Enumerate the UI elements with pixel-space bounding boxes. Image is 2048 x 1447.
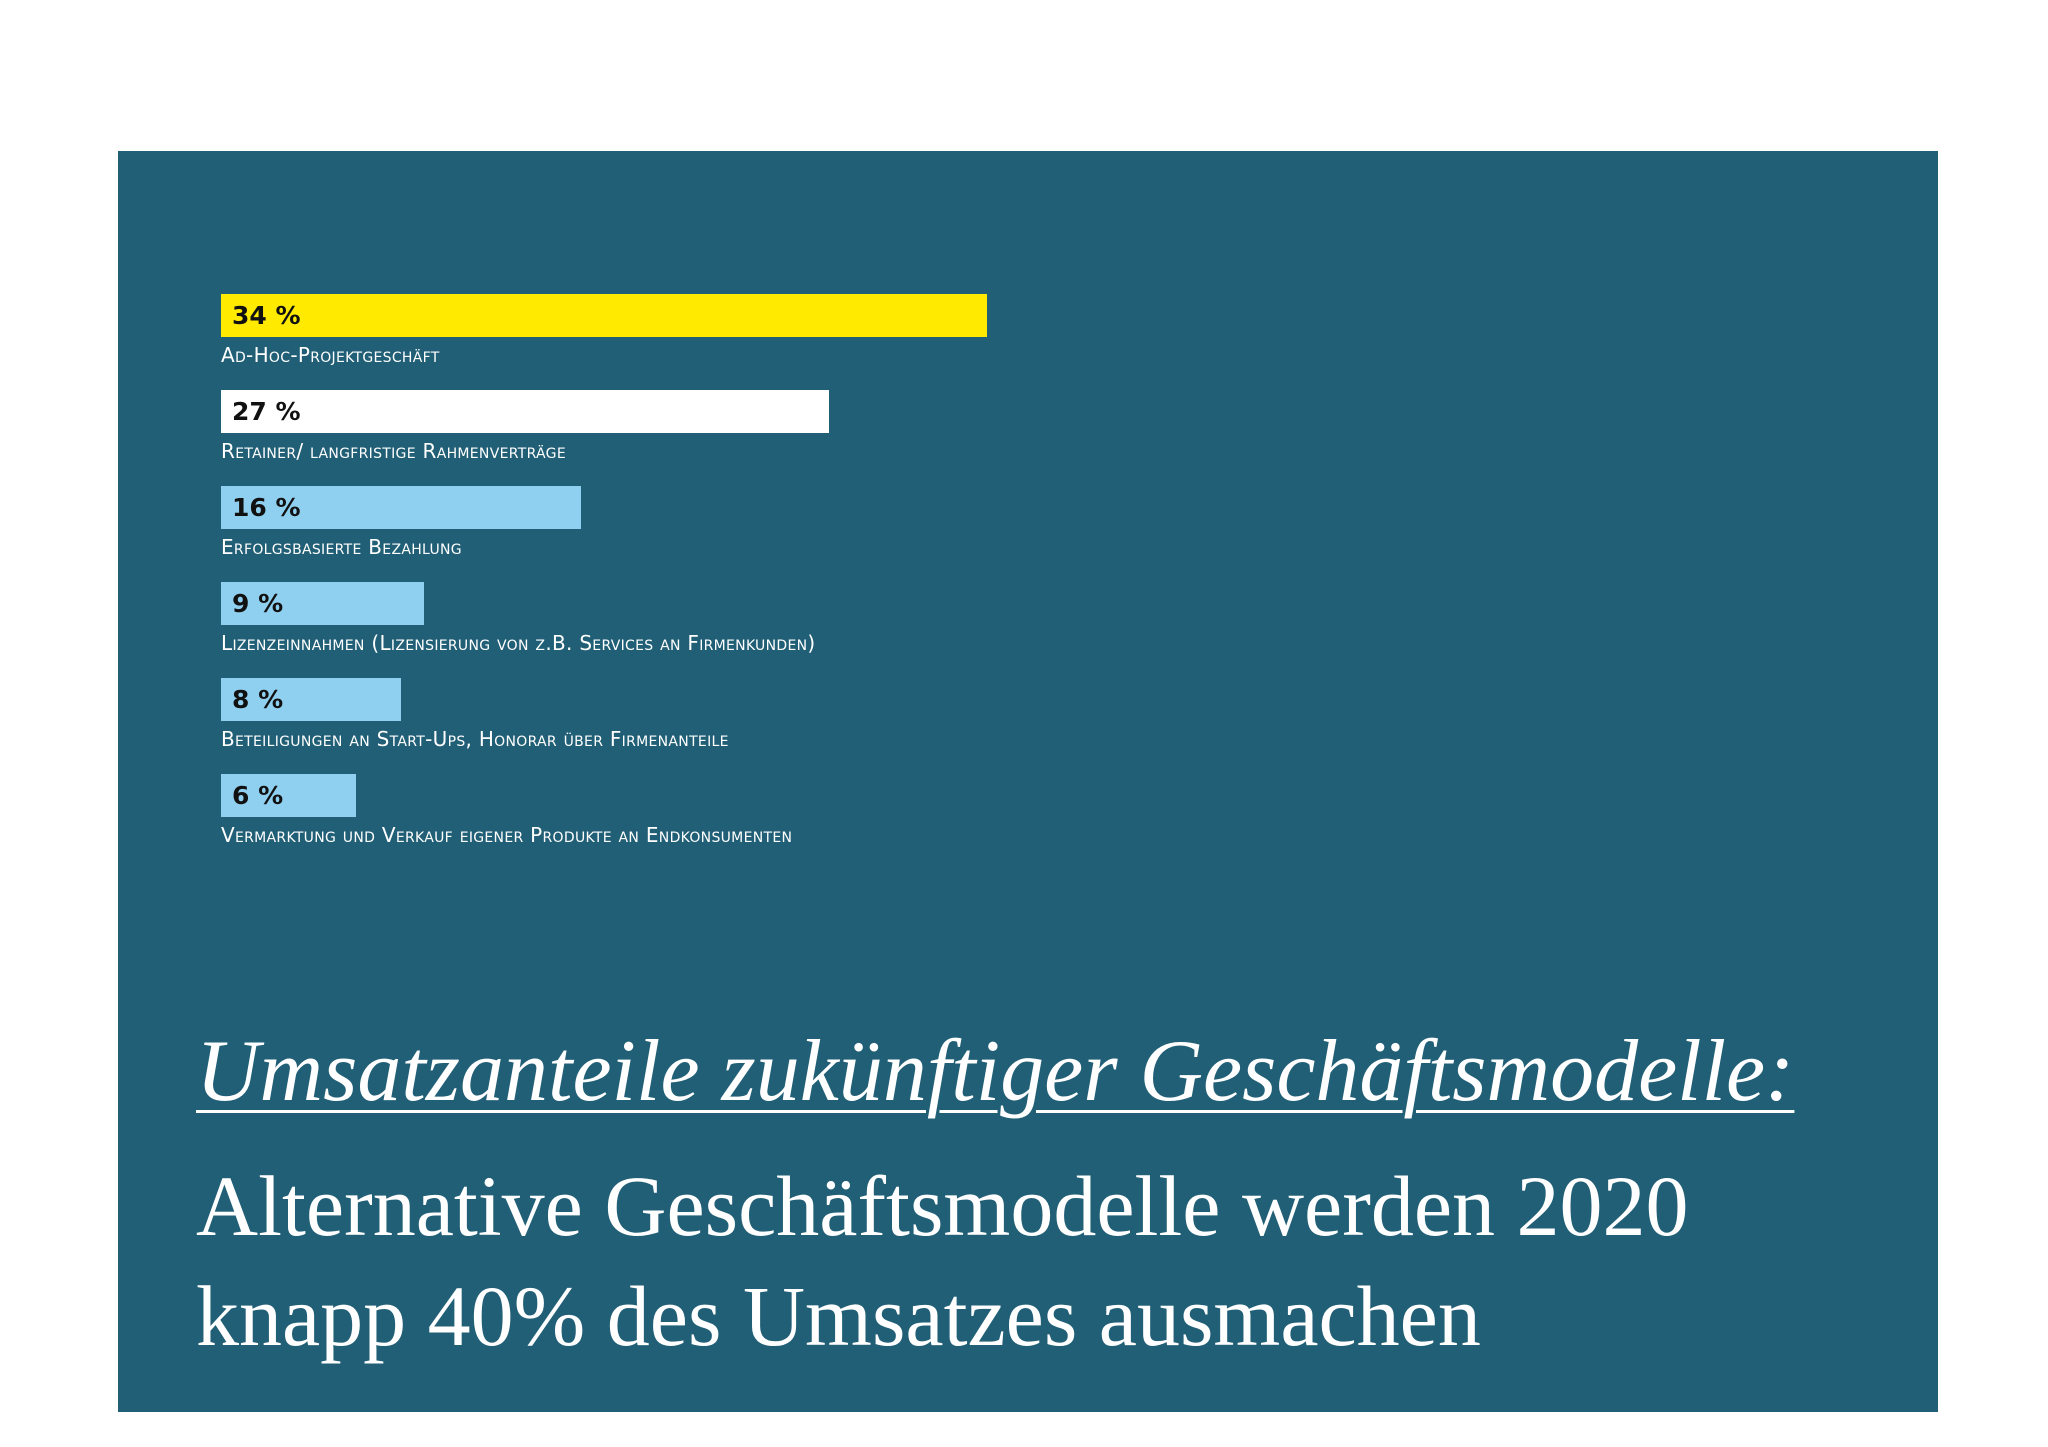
category-label: Ad-Hoc-Projektgeschäft [221,343,440,367]
chart-panel: 34 % Ad-Hoc-Projektgeschäft 27 % Retainer/ … [118,151,1938,1412]
category-label: Lizenzeinnahmen (Lizensierung von z.B. S… [221,631,816,655]
category-label: Retainer/ langfristige Rahmenverträge [221,439,566,463]
bar: 34 % [221,294,987,337]
category-label: Vermarktung und Verkauf eigener Produkte… [221,823,793,847]
bar: 16 % [221,486,581,529]
bar: 9 % [221,582,424,625]
bar: 6 % [221,774,356,817]
bar-value-label: 34 % [232,301,301,330]
bar-value-label: 16 % [232,493,301,522]
bar-value-label: 8 % [232,685,284,714]
bar-chart: 34 % Ad-Hoc-Projektgeschäft 27 % Retainer/ … [221,294,1421,894]
bar-value-label: 27 % [232,397,301,426]
bar-value-label: 6 % [232,781,284,810]
bar: 8 % [221,678,401,721]
chart-subtitle: Alternative Geschäftsmodelle werden 2020… [196,1158,1689,1364]
category-label: Beteiligungen an Start-Ups, Honorar über… [221,727,729,751]
category-label: Erfolgsbasierte Bezahlung [221,535,462,559]
bar: 27 % [221,390,829,433]
bar-value-label: 9 % [232,589,284,618]
chart-title: Umsatzanteile zukünftiger Geschäftsmodel… [196,1023,1795,1120]
